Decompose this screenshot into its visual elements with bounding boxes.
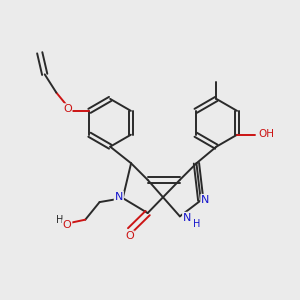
Text: H: H <box>194 219 201 229</box>
Text: O: O <box>63 220 71 230</box>
Text: H: H <box>56 215 63 225</box>
Text: N: N <box>183 213 191 223</box>
Text: O: O <box>63 104 72 114</box>
Text: O: O <box>125 231 134 241</box>
Text: N: N <box>201 195 210 205</box>
Text: OH: OH <box>259 129 275 139</box>
Text: N: N <box>115 192 123 202</box>
